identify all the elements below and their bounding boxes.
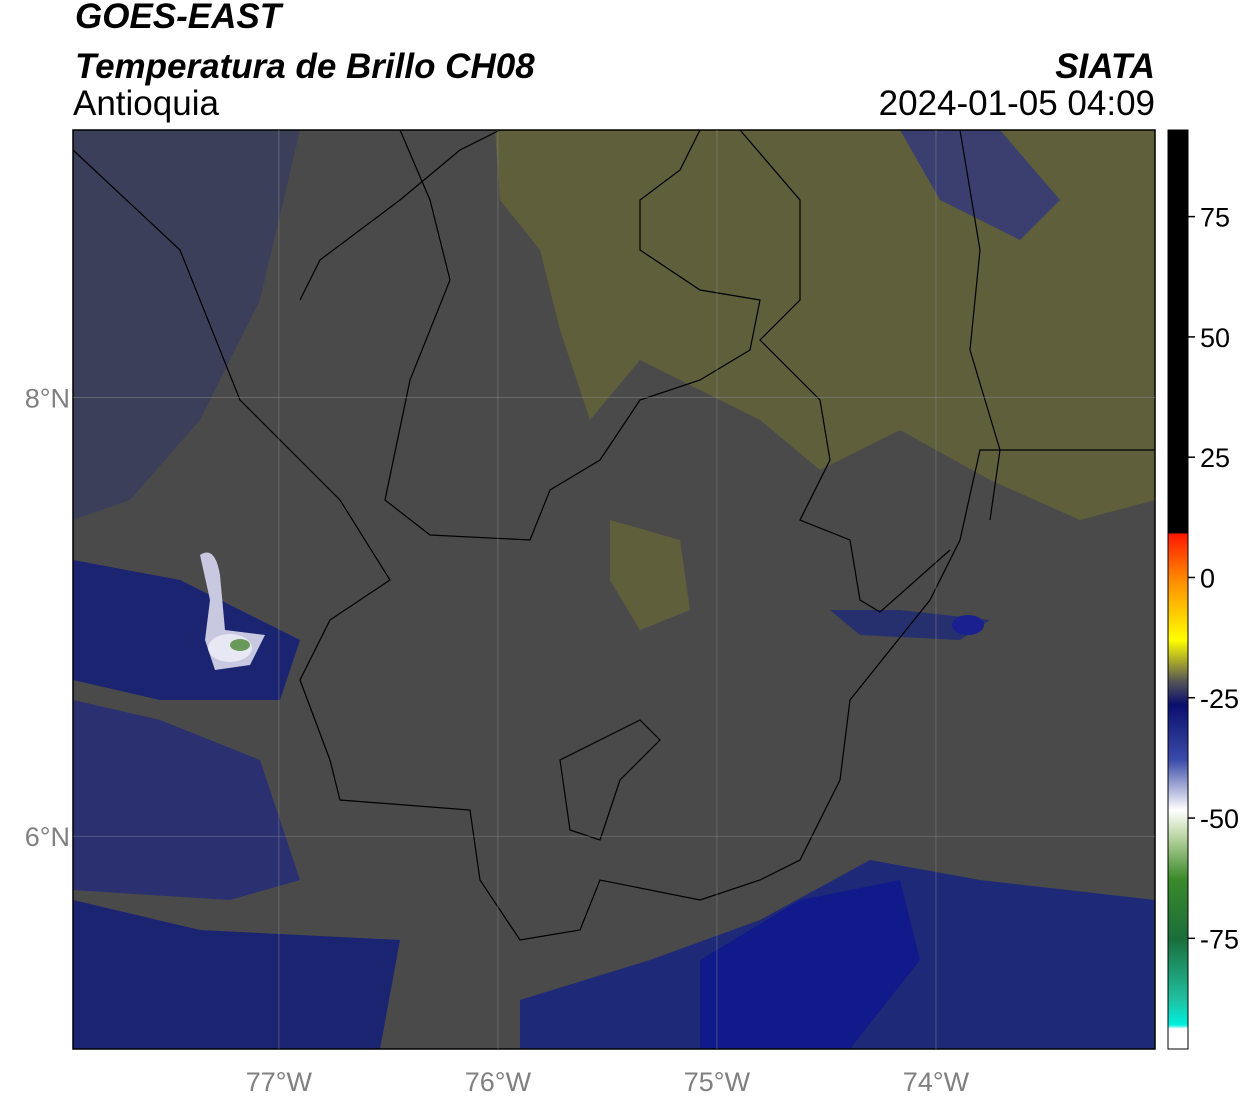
- datetime: 2024-01-05 04:09: [879, 84, 1155, 123]
- map-image: [73, 130, 1155, 1049]
- x-tick-label: 76°W: [465, 1067, 532, 1097]
- x-tick-label: 77°W: [246, 1067, 313, 1097]
- y-tick-label: 6°N: [25, 822, 70, 852]
- colorbar-tick-label: 50: [1200, 323, 1230, 353]
- source: SIATA: [1055, 47, 1155, 86]
- colorbar-tick-label: 25: [1200, 443, 1230, 473]
- map-frame: [72, 129, 1156, 1050]
- colorbar-tick-label: 75: [1200, 203, 1230, 233]
- colorbar-tick-label: -75: [1200, 924, 1239, 954]
- x-tick-label: 74°W: [903, 1067, 970, 1097]
- x-tick-label: 75°W: [684, 1067, 751, 1097]
- region: Antioquia: [73, 84, 219, 123]
- satellite: GOES-EAST: [75, 0, 284, 36]
- colorbar-tick-label: -25: [1200, 684, 1239, 714]
- product: Temperatura de Brillo CH08: [75, 47, 535, 86]
- y-tick-label: 8°N: [25, 384, 70, 414]
- colorbar-tick-label: 0: [1200, 563, 1215, 593]
- colorbar: [1167, 129, 1189, 1050]
- colorbar-tick-label: -50: [1200, 804, 1239, 834]
